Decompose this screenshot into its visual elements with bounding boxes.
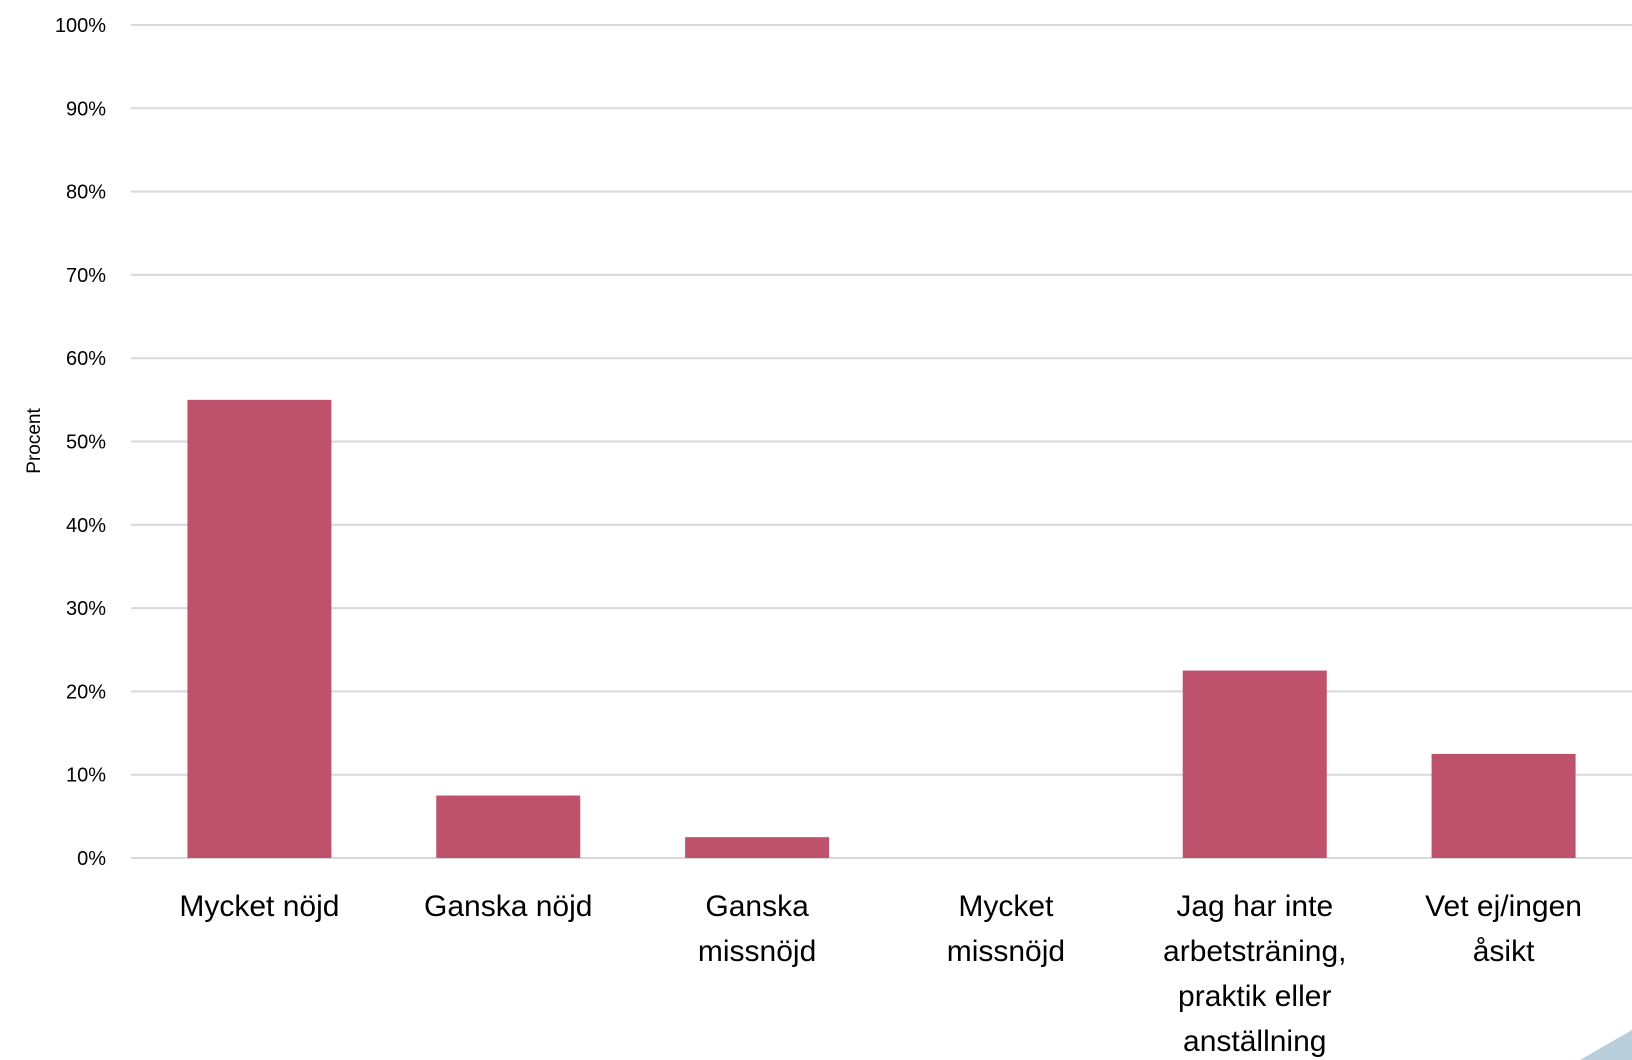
bar	[187, 399, 332, 858]
x-tick-label: Ganska missnöjd	[698, 890, 816, 968]
x-tick-label: Vet ej/ingen åsikt	[1425, 890, 1582, 968]
x-tick-label-line: Jag har inte	[1176, 890, 1333, 923]
bar	[436, 795, 581, 858]
y-tick-label: 10%	[66, 765, 106, 787]
x-tick-label-line: Ganska	[705, 890, 809, 923]
y-tick-label: 80%	[66, 182, 106, 204]
x-tick-label-line: Mycket	[958, 890, 1054, 923]
gridlines	[131, 24, 1632, 859]
x-tick-label: Ganska nöjd	[424, 890, 592, 923]
x-tick-label-line: anställning	[1183, 1025, 1326, 1058]
x-tick-label-line: missnöjd	[947, 935, 1065, 968]
decorative-corner-shape	[1580, 1030, 1632, 1060]
x-tick-label-line: missnöjd	[698, 935, 816, 968]
y-tick-label: 70%	[66, 265, 106, 287]
y-tick-label: 40%	[66, 515, 106, 537]
x-tick-label-line: arbetsträning,	[1163, 935, 1346, 968]
bar	[1182, 670, 1327, 858]
y-axis-ticks: 0% 10% 20% 30% 40% 50% 60% 70% 80% 90% 100%	[55, 15, 106, 870]
x-tick-label: Mycket missnöjd	[947, 890, 1065, 968]
x-tick-label: Jag har inte arbetsträning, praktik eller a…	[1163, 890, 1346, 1058]
x-tick-label-line: åsikt	[1473, 935, 1535, 968]
x-tick-label-line: Vet ej/ingen	[1425, 890, 1582, 923]
y-tick-label: 0%	[77, 848, 106, 870]
x-tick-label-line: praktik eller	[1178, 980, 1331, 1013]
bar	[685, 837, 830, 858]
x-tick-label: Mycket nöjd	[179, 890, 339, 923]
x-axis-ticks: Mycket nöjd Ganska nöjd Ganska missnöjdMyck…	[179, 890, 1582, 1058]
y-tick-label: 60%	[66, 348, 106, 370]
x-tick-label-line: Mycket nöjd	[179, 890, 339, 923]
x-tick-label-line: Ganska nöjd	[424, 890, 592, 923]
y-axis-label: Procent	[24, 408, 45, 474]
bars	[187, 399, 1576, 858]
y-tick-label: 100%	[55, 15, 106, 37]
y-tick-label: 30%	[66, 598, 106, 620]
y-tick-label: 20%	[66, 681, 106, 703]
y-tick-label: 90%	[66, 98, 106, 120]
bar	[1431, 753, 1576, 858]
y-tick-label: 50%	[66, 432, 106, 454]
